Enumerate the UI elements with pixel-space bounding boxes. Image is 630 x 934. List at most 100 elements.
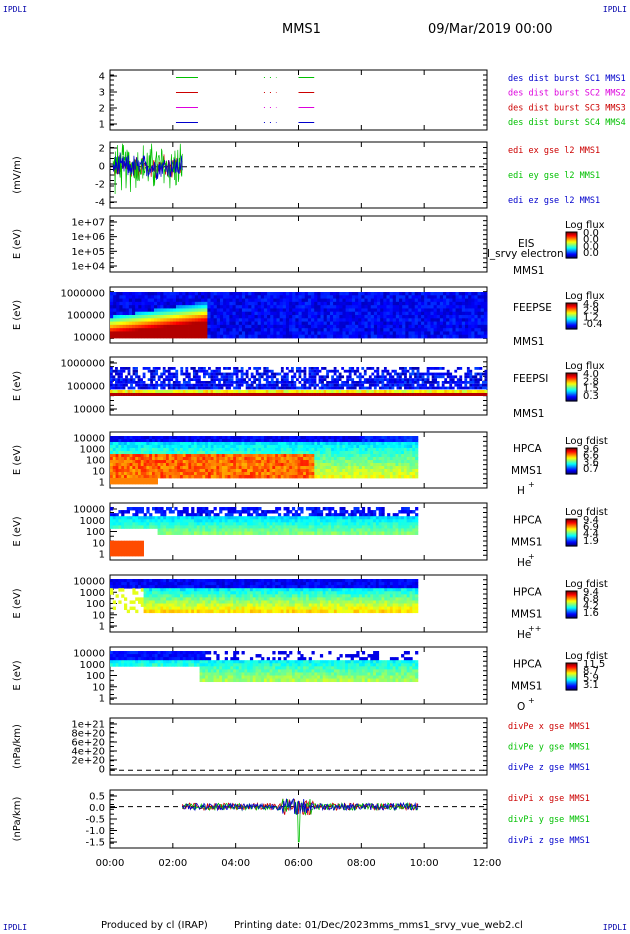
spectrogram-cell (205, 457, 209, 461)
spectrogram-cell (147, 318, 152, 322)
spectrogram-cell (193, 457, 198, 461)
spectrogram-cell (224, 454, 228, 458)
spectrogram-cell (254, 334, 259, 339)
spectrogram-cell (202, 436, 206, 440)
spectrogram-cell (185, 298, 189, 303)
spectrogram-cell (179, 292, 183, 296)
spectrogram-cell (322, 448, 326, 452)
spectrogram-cell (358, 383, 362, 387)
spectrogram-cell (191, 460, 195, 464)
spectrogram-cell (135, 372, 138, 376)
spectrogram-cell (265, 393, 269, 396)
spectrogram-cell (353, 445, 357, 449)
spectrogram-cell (326, 328, 331, 332)
spectrogram-cell (430, 292, 434, 296)
spectrogram-cell (123, 481, 128, 485)
spectrogram-cell (165, 375, 169, 379)
spectrogram-cell (215, 383, 219, 387)
spectrogram-cell (269, 448, 273, 452)
spectrogram-cell (366, 378, 370, 381)
spectrogram-cell (449, 378, 453, 381)
spectrogram-cell (483, 324, 488, 329)
spectrogram-cell (483, 318, 488, 322)
spectrogram-cell (406, 383, 410, 387)
spectrogram-cell (411, 321, 416, 326)
spectrogram-cell (270, 334, 274, 339)
spectrogram-cell (419, 378, 422, 381)
spectrogram-cell (455, 295, 460, 299)
spectrogram-cell (247, 466, 251, 470)
spectrogram-cell (263, 298, 268, 303)
spectrogram-cell (427, 305, 431, 309)
spectrogram-cell (110, 507, 114, 511)
spectrogram-cell (132, 393, 136, 396)
spectrogram-cell (333, 378, 337, 381)
spectrogram-cell (405, 318, 409, 322)
spectrogram-cell (132, 478, 136, 482)
spectrogram-cell (392, 451, 396, 455)
spectrogram-cell (188, 475, 192, 479)
spectrogram-cell (129, 439, 133, 443)
spectrogram-cell (300, 451, 304, 455)
spectrogram-cell (122, 334, 127, 339)
spectrogram-cell (304, 311, 309, 316)
spectrogram-cell (359, 436, 363, 440)
spectrogram-cell (338, 372, 342, 376)
spectrogram-cell (289, 472, 293, 476)
spectrogram-cell (395, 331, 400, 336)
spectrogram-cell (125, 324, 130, 329)
spectrogram-cell (272, 457, 276, 461)
spectrogram-cell (199, 472, 203, 476)
spectrogram-cell (325, 469, 329, 473)
spectrogram-cell (373, 457, 377, 461)
y-tick-label: 4 (99, 72, 105, 83)
spectrogram-cell (132, 472, 136, 476)
spectrogram-cell (251, 334, 255, 339)
spectrogram-cell (179, 442, 184, 446)
spectrogram-cell (205, 442, 209, 446)
spectrogram-cell (480, 315, 485, 319)
spectrogram-cell (110, 315, 114, 319)
spectrogram-cell (166, 308, 171, 313)
spectrogram-cell (233, 451, 237, 455)
spectrogram-cell (141, 334, 145, 339)
spectrogram-cell (180, 372, 184, 376)
spectrogram-cell (150, 393, 154, 396)
spectrogram-cell (364, 334, 369, 339)
spectrogram-cell (411, 308, 416, 313)
spectrogram-cell (321, 381, 324, 384)
spectrogram-cell (389, 301, 394, 306)
spectrogram-cell (412, 445, 416, 449)
spectrogram-cell (140, 393, 143, 396)
spectrogram-cell (157, 321, 161, 326)
spectrogram-cell (196, 436, 200, 440)
spectrogram-cell (132, 460, 136, 464)
spectrogram-cell (122, 301, 127, 306)
spectrogram-cell (241, 436, 245, 440)
spectrogram-cell (439, 375, 443, 379)
spectrogram-cell (414, 308, 419, 313)
spectrogram-cell (325, 451, 329, 455)
spectrogram-cell (402, 298, 406, 303)
spectrogram-cell (433, 298, 438, 303)
spectrogram-cell (455, 321, 460, 326)
spectrogram-cell (348, 367, 352, 370)
spectrogram-cell (258, 367, 262, 370)
spectrogram-cell (351, 301, 356, 306)
spectrogram-cell (224, 475, 228, 479)
spectrogram-cell (199, 439, 203, 443)
spectrogram-cell (245, 393, 249, 396)
spectrogram-cell (227, 472, 231, 476)
spectrogram-cell (157, 308, 161, 313)
spectrogram-cell (387, 451, 391, 455)
spectrogram-cell (424, 292, 428, 296)
spectrogram-cell (308, 393, 312, 396)
spectrogram-cell (383, 318, 387, 322)
spectrogram-cell (336, 460, 340, 464)
spectrogram-cell (398, 451, 402, 455)
spectrogram-cell (177, 390, 181, 393)
spectrogram-cell (342, 315, 347, 319)
spectrogram-cell (235, 383, 239, 387)
spectrogram-cell (143, 436, 147, 440)
spectrogram-cell (283, 442, 287, 446)
